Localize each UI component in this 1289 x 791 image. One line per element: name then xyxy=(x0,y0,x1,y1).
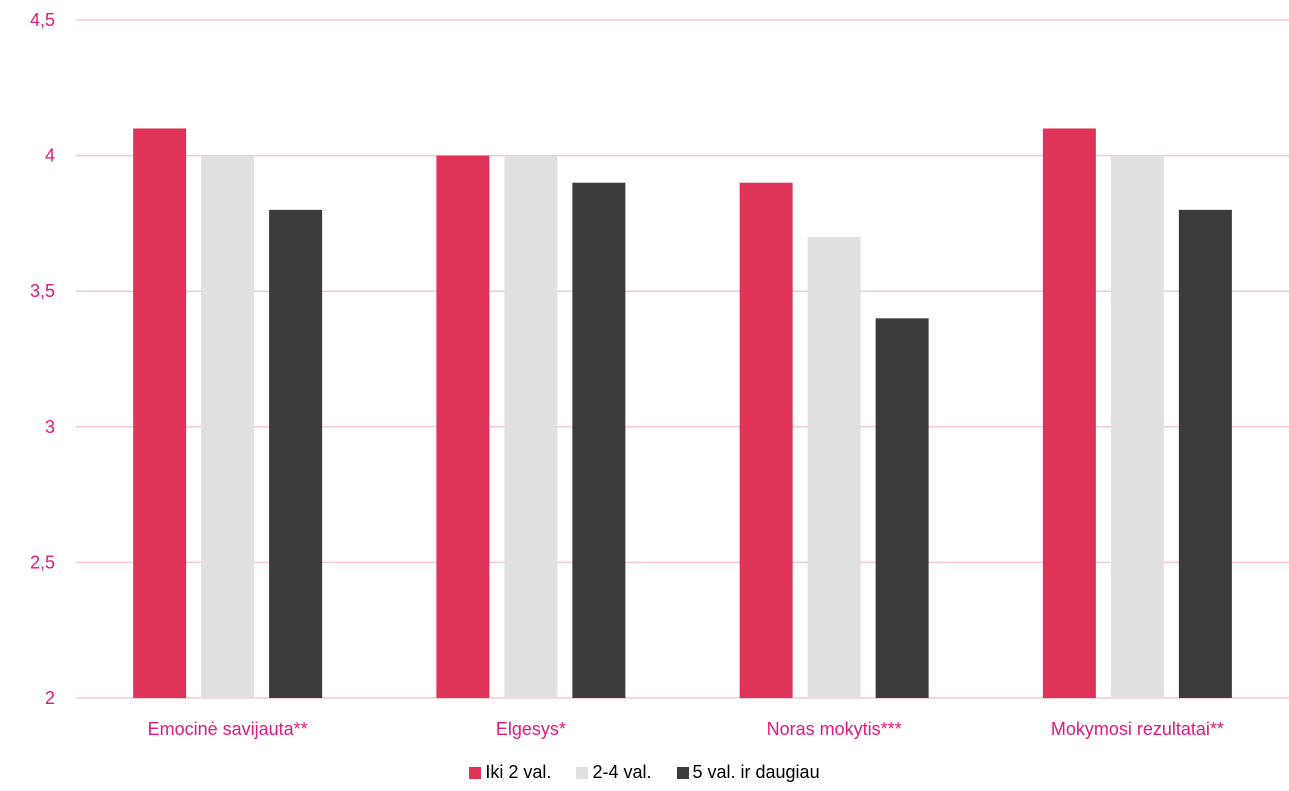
bar xyxy=(504,155,558,699)
bar xyxy=(269,209,323,698)
legend-item-5-val-ir-daugiau: 5 val. ir daugiau xyxy=(676,762,820,783)
bar xyxy=(1110,155,1164,699)
bar xyxy=(1042,128,1096,699)
x-tick-label: Elgesys* xyxy=(496,719,566,739)
bar xyxy=(436,155,490,699)
legend-swatch xyxy=(469,766,482,779)
bar xyxy=(201,155,255,699)
legend-label: 2-4 val. xyxy=(592,762,652,782)
x-tick-label: Noras mokytis*** xyxy=(767,719,902,739)
bar xyxy=(133,128,187,699)
legend-label: Iki 2 val. xyxy=(485,762,552,782)
y-tick-label: 3 xyxy=(45,417,55,437)
legend-swatch xyxy=(676,766,689,779)
bar xyxy=(739,182,793,699)
legend-item-iki-2-val: Iki 2 val. xyxy=(469,762,551,783)
x-tick-label: Mokymosi rezultatai** xyxy=(1051,719,1224,739)
y-tick-label: 2 xyxy=(45,688,55,708)
legend: Iki 2 val. 2-4 val. 5 val. ir daugiau xyxy=(0,762,1289,784)
bar-chart: 2 2,5 3 3,5 4 4,5 Emocinė savijauta** Elgesys* N… xyxy=(30,10,1289,739)
y-tick-label: 2,5 xyxy=(30,552,55,572)
y-tick-label: 3,5 xyxy=(30,281,55,301)
legend-swatch xyxy=(576,766,589,779)
x-tick-label: Emocinė savijauta** xyxy=(148,719,308,739)
legend-label: 5 val. ir daugiau xyxy=(692,762,820,782)
y-tick-label: 4 xyxy=(45,146,55,166)
y-tick-label: 4,5 xyxy=(30,10,55,30)
bar xyxy=(572,182,626,699)
legend-item-2-4-val: 2-4 val. xyxy=(576,762,651,783)
bar xyxy=(1178,209,1232,698)
bar xyxy=(875,318,929,698)
bar xyxy=(807,236,861,698)
